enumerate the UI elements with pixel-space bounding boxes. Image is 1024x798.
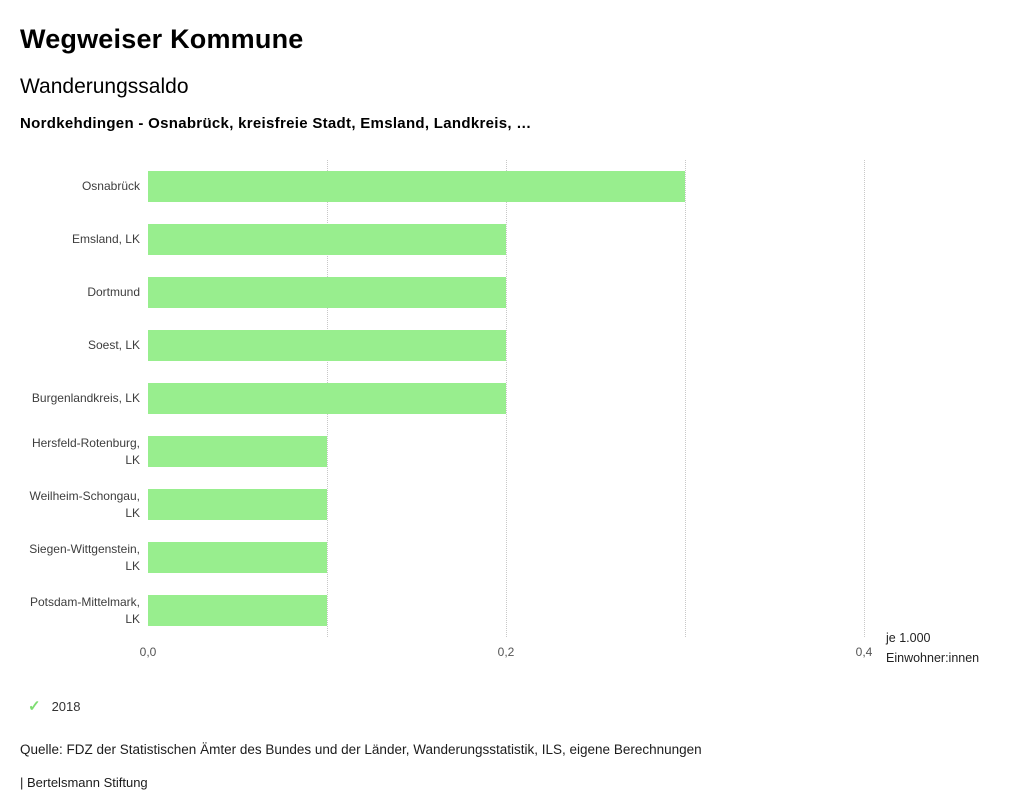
bar-row: Siegen-Wittgenstein, LK [20,531,864,584]
chart-comparison-subtitle: Nordkehdingen - Osnabrück, kreisfreie St… [20,115,532,132]
bar-track [148,277,864,308]
bar-row: Burgenlandkreis, LK [20,372,864,425]
bar-track [148,383,864,414]
category-label: Emsland, LK [71,232,140,247]
bar[interactable] [148,595,327,626]
bar[interactable] [148,489,327,520]
bar[interactable] [148,542,327,573]
bar-track [148,595,864,626]
bar-row: Soest, LK [20,319,864,372]
x-tick-label: 0,4 [855,645,873,659]
bar-row: Emsland, LK [20,213,864,266]
check-icon[interactable]: ✓ [28,698,41,715]
x-axis: 0,0 0,2 0,4 [140,645,873,663]
bar-track [148,542,864,573]
bar-row: Hersfeld-Rotenburg, LK [20,425,864,478]
category-label: Soest, LK [87,338,140,353]
bar-chart: Osnabrück Emsland, LK Dortmund Soest, LK Bur… [20,160,979,665]
x-tick-label: 0,0 [139,645,157,659]
bar-row: Weilheim-Schongau, LK [20,478,864,531]
bar-rows: Osnabrück Emsland, LK Dortmund Soest, LK Bur… [20,160,864,637]
brand-text: | Bertelsmann Stiftung [20,775,148,790]
x-axis-unit-line2: Einwohner:innen [886,651,980,665]
bar-row: Osnabrück [20,160,864,213]
bar-track [148,224,864,255]
category-label: Siegen-Wittgenstein, LK [29,541,140,573]
gridline [864,160,865,637]
legend: ✓ 2018 [28,699,1004,714]
category-label: Burgenlandkreis, LK [31,391,140,406]
bar-row: Dortmund [20,266,864,319]
bar-track [148,436,864,467]
gridline [685,160,686,637]
bar-track [148,330,864,361]
bar[interactable] [148,171,685,202]
gridline [506,160,507,637]
bar[interactable] [148,436,327,467]
chart-title: Wanderungssaldo [20,75,189,98]
category-label: Osnabrück [81,179,140,194]
bar-row: Potsdam-Mittelmark, LK [20,584,864,637]
x-axis-unit-label: je 1.000 Einwohner:innen [886,628,979,668]
category-label: Potsdam-Mittelmark, LK [29,594,140,626]
legend-year-label[interactable]: 2018 [51,699,81,714]
category-label: Hersfeld-Rotenburg, LK [31,435,140,467]
category-label: Dortmund [87,285,140,300]
x-axis-unit-line1: je 1.000 [886,631,931,645]
source-text: Quelle: FDZ der Statistischen Ämter des … [20,742,702,757]
bar[interactable] [148,277,506,308]
bar[interactable] [148,383,506,414]
category-label: Weilheim-Schongau, LK [29,488,140,520]
bar[interactable] [148,224,506,255]
bar-track [148,171,864,202]
x-tick-label: 0,2 [497,645,515,659]
bar-track [148,489,864,520]
bar[interactable] [148,330,506,361]
page-title: Wegweiser Kommune [20,24,304,54]
